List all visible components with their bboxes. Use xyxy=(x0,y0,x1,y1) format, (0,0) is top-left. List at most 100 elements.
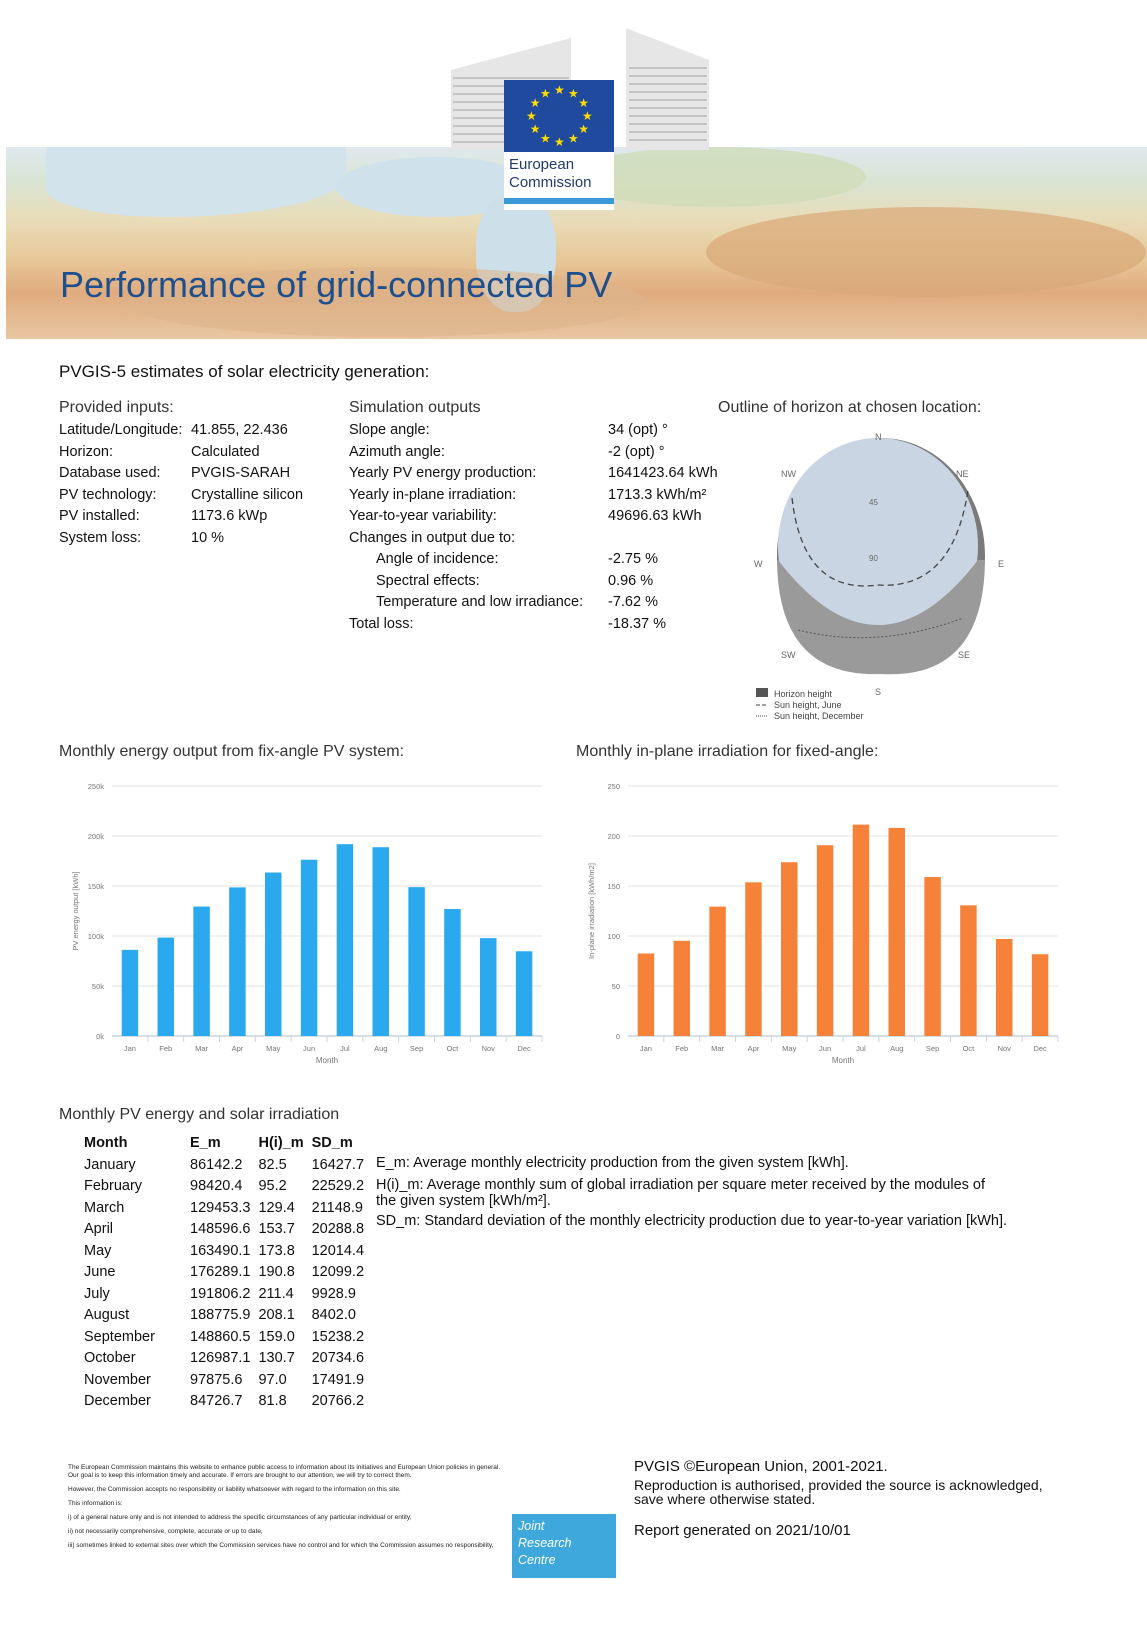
horizon-diagram: N NE E SE S SW W NW 45 90 Horizon height… xyxy=(754,432,1004,720)
dir-ne: NE xyxy=(956,469,969,479)
bar xyxy=(515,951,533,1036)
table-cell: 12014.4 xyxy=(311,1242,365,1259)
energy-chart-title: Monthly energy output from fix-angle PV … xyxy=(59,743,405,760)
input-value: 1173.6 kWp xyxy=(191,508,268,524)
input-value: Calculated xyxy=(191,443,260,460)
table-row: September 148860.5 159.0 15238.2 xyxy=(84,1326,372,1348)
input-label: System loss: xyxy=(59,529,142,546)
table-cell: 16427.7 xyxy=(311,1156,365,1173)
bar xyxy=(637,953,655,1036)
output-row: Yearly in-plane irradiation: 1713.3 kWh/m… xyxy=(349,485,718,507)
sky-dome xyxy=(778,438,978,654)
dir-sw: SW xyxy=(781,650,796,660)
svg-text:★: ★ xyxy=(540,132,551,146)
table-cell: 20288.8 xyxy=(311,1221,365,1238)
svg-text:★: ★ xyxy=(568,132,579,146)
svg-text:★: ★ xyxy=(540,86,551,100)
x-tick-label: Sep xyxy=(926,1044,939,1053)
bar xyxy=(372,847,389,1036)
bar xyxy=(336,844,354,1036)
output-label: Year-to-year variability: xyxy=(349,508,497,524)
table-cell: 148860.5 xyxy=(190,1328,251,1345)
input-row: System loss: 10 % xyxy=(59,528,303,550)
inputs-list: Latitude/Longitude: 41.855, 22.436 Horizon… xyxy=(59,420,303,549)
y-tick-label: 150 xyxy=(607,882,620,891)
bar xyxy=(996,939,1013,1036)
output-row: Year-to-year variability: 49696.63 kWh xyxy=(349,506,718,528)
table-row: March 129453.3 129.4 21148.9 xyxy=(84,1197,372,1219)
table-cell: 15238.2 xyxy=(311,1328,365,1345)
irradiation-chart: 0 50 100 150 200 250 Jan Feb Mar Apr May Jun Jul Aug S… xyxy=(587,782,1059,1065)
output-row: Changes in output due to: xyxy=(349,528,718,550)
input-value: PVGIS-SARAH xyxy=(191,465,291,481)
table-row: December 84726.7 81.8 20766.2 xyxy=(84,1391,372,1413)
input-row: Database used: PVGIS-SARAH xyxy=(59,463,303,485)
ring-label-45: 45 xyxy=(869,498,878,507)
x-tick-label: Mar xyxy=(195,1044,208,1053)
table-cell: November xyxy=(84,1371,151,1388)
irradiation-chart-title: Monthly in-plane irradiation for fixed-a… xyxy=(576,743,879,760)
y-tick-label: 200 xyxy=(607,832,620,841)
input-row: PV technology: Crystalline silicon xyxy=(59,485,303,507)
legend-sun-december: Sun height, December xyxy=(774,711,864,720)
logo-text-line2: Commission xyxy=(509,174,592,191)
y-tick-label: 250 xyxy=(607,782,620,791)
column-header: E_m xyxy=(190,1135,221,1151)
table-row: November 97875.6 97.0 17491.9 xyxy=(84,1369,372,1391)
x-tick-label: Aug xyxy=(374,1044,387,1053)
table-cell: 17491.9 xyxy=(311,1371,365,1388)
table-cell: December xyxy=(84,1393,151,1410)
output-row: Temperature and low irradiance: -7.62 % xyxy=(349,592,718,614)
column-header: SD_m xyxy=(311,1135,353,1151)
x-axis-label: Month xyxy=(316,1056,338,1065)
table-row: February 98420.4 95.2 22529.2 xyxy=(84,1176,372,1198)
table-row: October 126987.1 130.7 20734.6 xyxy=(84,1348,372,1370)
x-tick-label: Aug xyxy=(890,1044,903,1053)
bar xyxy=(157,937,174,1036)
energy-output-chart: 0k 50k 100k 150k 200k 250k Jan Feb Mar Apr May Jun J… xyxy=(71,782,543,1065)
table-cell: 98420.4 xyxy=(190,1178,243,1195)
column-header: Month xyxy=(84,1135,128,1151)
dir-n: N xyxy=(875,432,882,442)
logo-text: European Commission xyxy=(509,156,592,192)
x-tick-label: Jan xyxy=(124,1044,136,1053)
y-tick-label: 200k xyxy=(88,832,105,841)
disclaimer: The European Commission maintains this w… xyxy=(68,1464,508,1556)
sun-path-june xyxy=(791,489,969,587)
output-label: Changes in output due to: xyxy=(349,529,516,546)
input-label: Latitude/Longitude: xyxy=(59,422,183,438)
table-row: January 86142.2 82.5 16427.7 xyxy=(84,1154,372,1176)
output-label: Spectral effects: xyxy=(376,572,480,589)
y-axis-label: In-plane irradiation [kWh/m2] xyxy=(587,863,596,959)
x-tick-label: Nov xyxy=(998,1044,1012,1053)
y-tick-label: 50k xyxy=(92,982,104,991)
input-value: 41.855, 22.436 xyxy=(191,422,288,438)
x-tick-label: May xyxy=(266,1044,280,1053)
table-cell: 191806.2 xyxy=(190,1285,251,1302)
reproduction-note: Reproduction is authorised, provided the… xyxy=(634,1477,1043,1507)
table-cell: 188775.9 xyxy=(190,1307,251,1324)
x-axis-label: Month xyxy=(832,1056,854,1065)
output-value: 34 (opt) ° xyxy=(608,422,668,438)
bar xyxy=(816,845,834,1036)
svg-text:★: ★ xyxy=(530,96,541,110)
input-label: Database used: xyxy=(59,465,161,481)
svg-text:★: ★ xyxy=(526,109,537,123)
table-cell: 21148.9 xyxy=(311,1199,363,1216)
table-cell: 20766.2 xyxy=(311,1393,365,1410)
input-value: Crystalline silicon xyxy=(191,486,304,503)
table-heading: Monthly PV energy and solar irradiation xyxy=(59,1106,340,1123)
table-cell: 86142.2 xyxy=(190,1156,243,1173)
table-cell: 176289.1 xyxy=(190,1264,251,1281)
output-value: -18.37 % xyxy=(608,615,667,632)
y-tick-label: 250k xyxy=(88,782,105,791)
x-tick-label: Apr xyxy=(748,1044,760,1053)
x-tick-label: Feb xyxy=(159,1044,172,1053)
x-tick-label: Apr xyxy=(232,1044,244,1053)
table-row: June 176289.1 190.8 12099.2 xyxy=(84,1262,372,1284)
svg-text:★: ★ xyxy=(554,83,565,97)
european-commission-logo: ★ ★★★★★★★★★★★ xyxy=(451,28,709,210)
table-cell: 84726.7 xyxy=(190,1393,243,1410)
disclaimer-paragraph: ii) not necessarily comprehensive, compl… xyxy=(68,1528,263,1535)
outputs-list: Slope angle: 34 (opt) ° Azimuth angle: -2 (… xyxy=(349,420,718,635)
